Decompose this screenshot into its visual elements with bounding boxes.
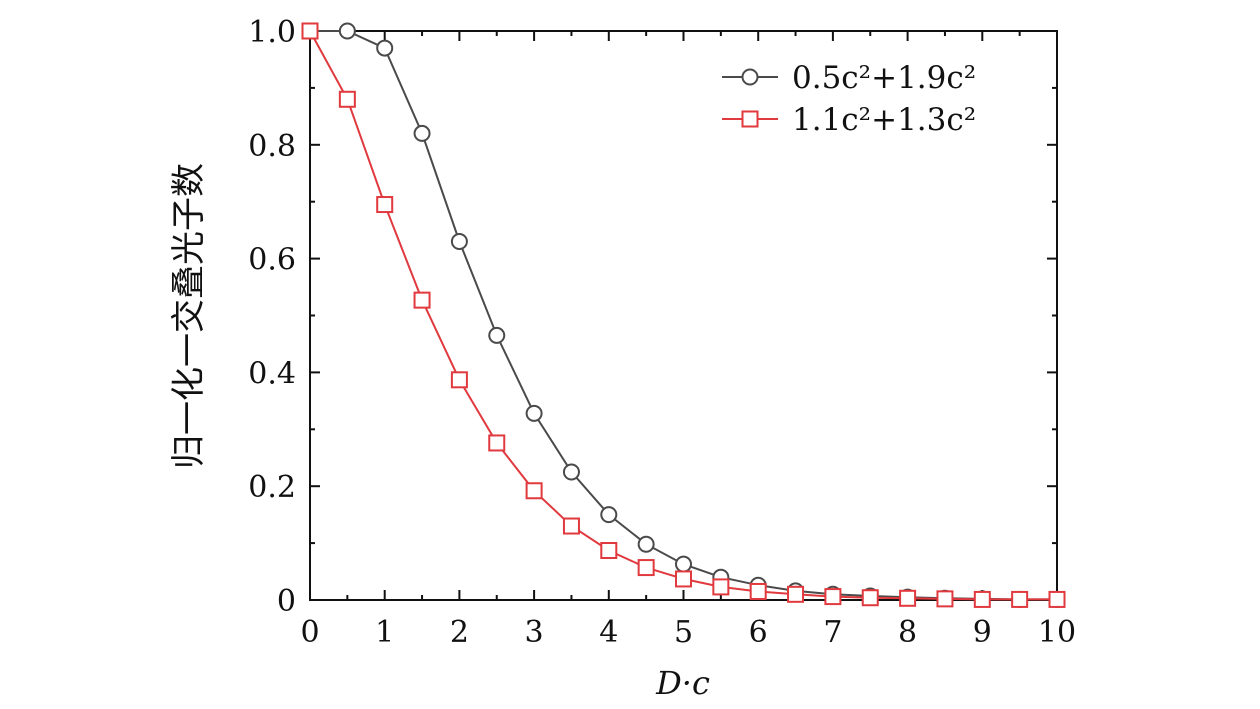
data-point-square — [712, 578, 730, 596]
tick-labels: 0 1 2 3 4 5 6 7 8 9 10 0 0.2 0.4 0.6 0.8 1.0 — [248, 15, 1076, 650]
x-tick-label: 0 — [300, 615, 319, 650]
data-point-square — [973, 590, 991, 608]
x-tick-label: 7 — [823, 615, 842, 650]
data-point-square — [413, 291, 431, 309]
y-axis-title: 归一化一交叠光子数 — [169, 163, 209, 469]
series-square — [301, 22, 1066, 608]
data-point-square — [787, 585, 805, 603]
legend-entry: 0.5c²+1.9c² — [722, 60, 976, 96]
x-tick-label: 3 — [525, 615, 544, 650]
data-point-square — [376, 196, 394, 214]
y-tick-label: 0 — [277, 584, 296, 619]
data-point-square — [450, 371, 468, 389]
data-point-circle — [450, 233, 468, 251]
data-point-circle — [376, 39, 394, 57]
data-point-circle — [675, 555, 692, 573]
data-point-square — [338, 90, 356, 108]
legend-label: 0.5c²+1.9c² — [792, 60, 976, 96]
data-point-circle — [413, 124, 431, 142]
data-point-square — [637, 559, 655, 577]
legend-marker-square — [741, 110, 759, 128]
x-axis-title: D·c — [655, 664, 710, 702]
y-tick-label: 1.0 — [248, 15, 296, 50]
x-tick-label: 6 — [749, 615, 768, 650]
data-point-square — [301, 22, 319, 40]
data-point-square — [525, 482, 543, 500]
x-tick-label: 1 — [375, 615, 394, 650]
x-tick-label: 9 — [973, 615, 992, 650]
data-point-circle — [488, 326, 506, 344]
data-point-square — [675, 570, 692, 588]
x-tick-label: 8 — [898, 615, 917, 650]
data-point-circle — [338, 22, 356, 40]
x-tick-label: 4 — [599, 615, 618, 650]
data-point-square — [562, 517, 580, 535]
legend-entry: 1.1c²+1.3c² — [722, 102, 976, 138]
data-point-square — [488, 434, 506, 452]
data-point-square — [749, 582, 767, 600]
x-tick-label: 10 — [1038, 615, 1076, 650]
legend-label: 1.1c²+1.3c² — [792, 102, 976, 138]
legend-marker-circle — [741, 68, 759, 86]
y-tick-label: 0.2 — [248, 470, 296, 505]
x-tick-label: 5 — [674, 615, 693, 650]
legend: 0.5c²+1.9c² 1.1c²+1.3c² — [722, 60, 976, 138]
y-tick-label: 0.8 — [248, 129, 296, 164]
series-layer — [301, 22, 1066, 608]
data-point-circle — [562, 463, 580, 481]
data-point-circle — [600, 506, 618, 524]
data-point-square — [600, 541, 618, 559]
data-point-square — [936, 590, 954, 608]
data-point-square — [899, 589, 917, 607]
data-point-square — [824, 588, 842, 606]
data-point-square — [861, 589, 879, 607]
data-point-square — [1011, 590, 1029, 608]
x-tick-label: 2 — [450, 615, 469, 650]
y-tick-label: 0.6 — [248, 243, 296, 278]
data-point-circle — [637, 535, 655, 553]
data-point-square — [1048, 590, 1066, 608]
y-tick-label: 0.4 — [248, 356, 296, 391]
data-point-circle — [525, 404, 543, 422]
